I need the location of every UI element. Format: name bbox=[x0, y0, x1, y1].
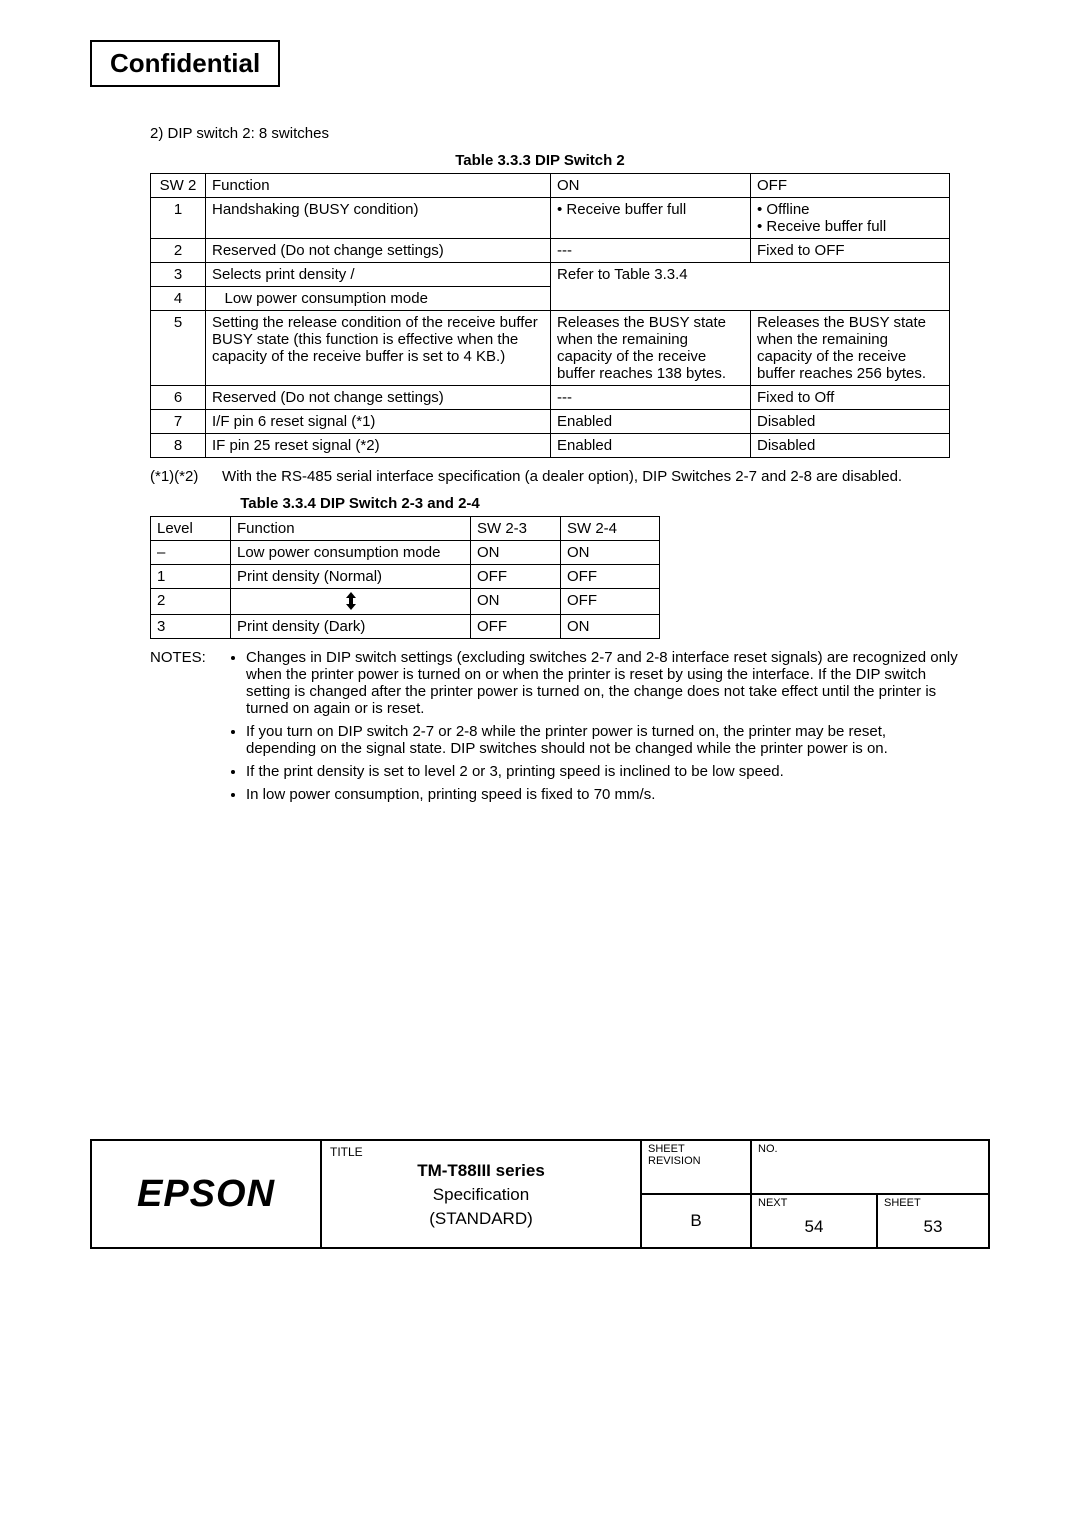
double-arrow-icon bbox=[344, 592, 358, 610]
t334-r0-lvl: – bbox=[151, 541, 231, 565]
t333-r2-fn: Reserved (Do not change settings) bbox=[206, 239, 551, 263]
t334-h1: Function bbox=[231, 517, 471, 541]
t333-r6-off: Fixed to Off bbox=[751, 386, 950, 410]
t334-r2-s23: ON bbox=[471, 589, 561, 615]
t333-r6-fn: Reserved (Do not change settings) bbox=[206, 386, 551, 410]
t333-r7-off: Disabled bbox=[751, 410, 950, 434]
notes-block: NOTES: Changes in DIP switch settings (e… bbox=[150, 649, 960, 809]
note-4: In low power consumption, printing speed… bbox=[246, 786, 960, 803]
t334-r2-s24: OFF bbox=[561, 589, 660, 615]
t333-r7-fn: I/F pin 6 reset signal (*1) bbox=[206, 410, 551, 434]
title-sub2: (STANDARD) bbox=[330, 1207, 632, 1231]
t334-r1-s24: OFF bbox=[561, 565, 660, 589]
next-label: NEXT bbox=[758, 1197, 870, 1209]
t333-r8-sw: 8 bbox=[151, 434, 206, 458]
t333-r4-sw: 4 bbox=[151, 287, 206, 311]
t333-r7-on: Enabled bbox=[551, 410, 751, 434]
t334-r2-lvl: 2 bbox=[151, 589, 231, 615]
t333-h1: Function bbox=[206, 174, 551, 198]
next-cell: NEXT 54 bbox=[752, 1195, 878, 1247]
epson-logo: EPSON bbox=[92, 1141, 322, 1247]
t333-r5-sw: 5 bbox=[151, 311, 206, 386]
footnote-text: With the RS-485 serial interface specifi… bbox=[222, 468, 902, 485]
t333-r4-fn: Low power consumption mode bbox=[206, 287, 551, 311]
t333-r3-span: Refer to Table 3.3.4 bbox=[551, 263, 950, 311]
notes-label: NOTES: bbox=[150, 649, 218, 809]
title-block: EPSON TITLE TM-T88III series Specificati… bbox=[90, 1139, 990, 1249]
t333-r6-on: --- bbox=[551, 386, 751, 410]
title-sub1: Specification bbox=[330, 1183, 632, 1207]
no-label: NO. bbox=[758, 1143, 982, 1155]
footnote-12: (*1)(*2) With the RS-485 serial interfac… bbox=[150, 468, 950, 485]
t334-r3-s24: ON bbox=[561, 615, 660, 639]
t333-r5-on: Releases the BUSY state when the remaini… bbox=[551, 311, 751, 386]
t334-r0-s23: ON bbox=[471, 541, 561, 565]
t334-r0-s24: ON bbox=[561, 541, 660, 565]
sheet-cell: SHEET 53 bbox=[878, 1195, 988, 1247]
t334-h2: SW 2-3 bbox=[471, 517, 561, 541]
sheet-revision-label: SHEET REVISION bbox=[648, 1143, 744, 1167]
t334-h0: Level bbox=[151, 517, 231, 541]
t333-r2-on: --- bbox=[551, 239, 751, 263]
t333-r1-sw: 1 bbox=[151, 198, 206, 239]
t333-r1-fn: Handshaking (BUSY condition) bbox=[206, 198, 551, 239]
footnote-label: (*1)(*2) bbox=[150, 468, 210, 485]
t334-r3-lvl: 3 bbox=[151, 615, 231, 639]
dip2-heading: 2) DIP switch 2: 8 switches bbox=[150, 125, 990, 142]
t334-r3-s23: OFF bbox=[471, 615, 561, 639]
t333-r1-on: • Receive buffer full bbox=[551, 198, 751, 239]
t334-r1-lvl: 1 bbox=[151, 565, 231, 589]
next-value: 54 bbox=[758, 1209, 870, 1245]
sheet-value: 53 bbox=[884, 1209, 982, 1245]
table-333: SW 2 Function ON OFF 1 Handshaking (BUSY… bbox=[150, 173, 950, 458]
t334-h3: SW 2-4 bbox=[561, 517, 660, 541]
title-cell: TITLE TM-T88III series Specification (ST… bbox=[322, 1141, 642, 1247]
t333-r2-sw: 2 bbox=[151, 239, 206, 263]
t333-r8-fn: IF pin 25 reset signal (*2) bbox=[206, 434, 551, 458]
t333-r8-on: Enabled bbox=[551, 434, 751, 458]
title-label: TITLE bbox=[330, 1145, 363, 1159]
t333-r7-sw: 7 bbox=[151, 410, 206, 434]
revision-value: B bbox=[648, 1197, 744, 1245]
t333-h0: SW 2 bbox=[151, 174, 206, 198]
t333-r1-off: • Offline • Receive buffer full bbox=[751, 198, 950, 239]
note-1: Changes in DIP switch settings (excludin… bbox=[246, 649, 960, 717]
t334-r3-fn: Print density (Dark) bbox=[231, 615, 471, 639]
t333-r2-off: Fixed to OFF bbox=[751, 239, 950, 263]
epson-logo-text: EPSON bbox=[137, 1173, 275, 1216]
confidential-header: Confidential bbox=[90, 40, 280, 87]
note-3: If the print density is set to level 2 o… bbox=[246, 763, 960, 780]
t334-r1-s23: OFF bbox=[471, 565, 561, 589]
sheet-label: SHEET bbox=[884, 1197, 982, 1209]
t334-r2-fn bbox=[231, 589, 471, 615]
t333-r6-sw: 6 bbox=[151, 386, 206, 410]
note-2: If you turn on DIP switch 2-7 or 2-8 whi… bbox=[246, 723, 960, 757]
no-cell: NO. bbox=[752, 1141, 988, 1193]
revision-value-cell: B bbox=[642, 1195, 752, 1247]
sheet-revision-cell: SHEET REVISION bbox=[642, 1141, 752, 1193]
table-333-caption: Table 3.3.3 DIP Switch 2 bbox=[90, 152, 990, 169]
table-334: Level Function SW 2-3 SW 2-4 – Low power… bbox=[150, 516, 660, 639]
t333-r3-sw: 3 bbox=[151, 263, 206, 287]
t333-h2: ON bbox=[551, 174, 751, 198]
t333-h3: OFF bbox=[751, 174, 950, 198]
title-main: TM-T88III series bbox=[330, 1159, 632, 1183]
t333-r8-off: Disabled bbox=[751, 434, 950, 458]
table-334-caption: Table 3.3.4 DIP Switch 2-3 and 2-4 bbox=[90, 495, 630, 512]
t334-r1-fn: Print density (Normal) bbox=[231, 565, 471, 589]
t333-r5-off: Releases the BUSY state when the remaini… bbox=[751, 311, 950, 386]
t333-r5-fn: Setting the release condition of the rec… bbox=[206, 311, 551, 386]
t334-r0-fn: Low power consumption mode bbox=[231, 541, 471, 565]
t333-r3-fn: Selects print density / bbox=[206, 263, 551, 287]
